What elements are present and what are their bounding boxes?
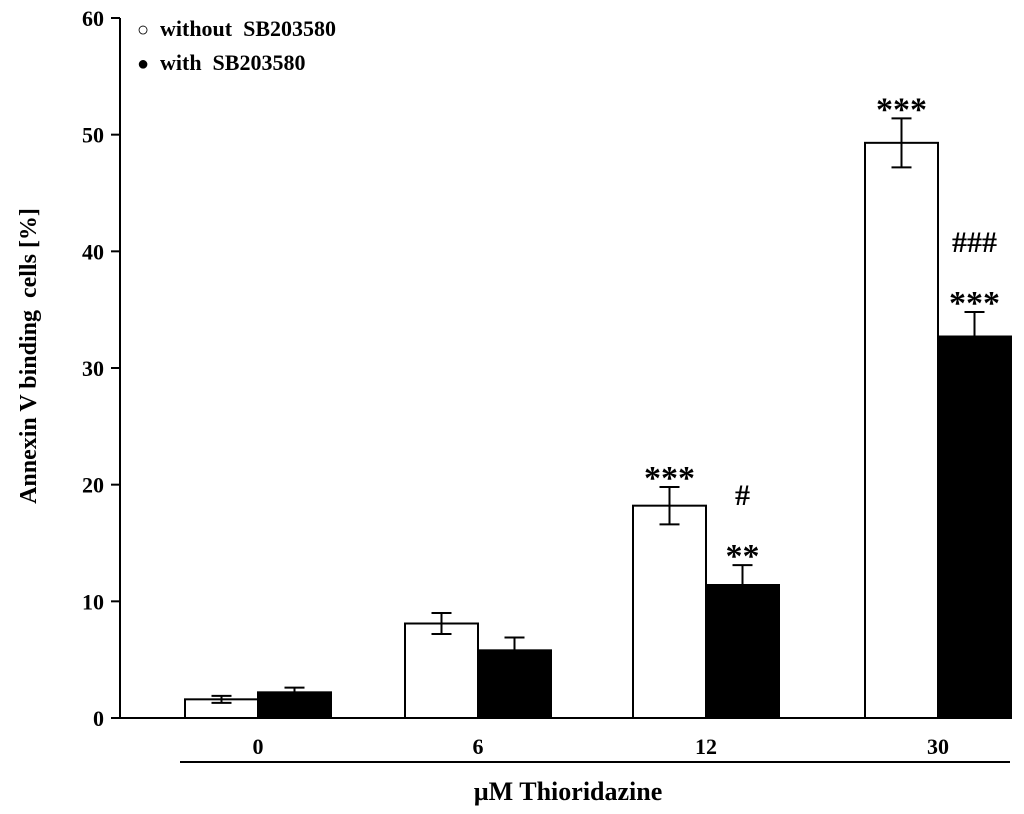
- significance-hash-with: ###: [952, 226, 997, 259]
- legend-marker-without: ○: [137, 19, 149, 41]
- legend: ○ without SB203580 ● with SB203580: [137, 16, 336, 75]
- bar-without: [864, 141, 939, 720]
- y-tick-label: 20: [82, 473, 104, 498]
- legend-marker-with: ●: [137, 53, 149, 75]
- legend-entry-without: ○ without SB203580: [137, 16, 336, 41]
- significance-stars-with: ***: [949, 285, 1000, 322]
- y-tick-label: 10: [82, 589, 104, 614]
- x-tick-label: 0: [253, 734, 264, 759]
- legend-label-with: with SB203580: [160, 50, 305, 75]
- y-axis-label: Annexin V binding cells [%]: [16, 208, 42, 504]
- x-tick-label: 6: [473, 734, 484, 759]
- x-axis-label: µM Thioridazine: [474, 777, 663, 806]
- y-tick-label: 30: [82, 356, 104, 381]
- x-tick-label: 12: [695, 734, 717, 759]
- legend-label-without: without SB203580: [160, 16, 336, 41]
- bar-without: [404, 622, 479, 719]
- significance-stars-without: ***: [644, 460, 695, 497]
- y-tick-label: 40: [82, 239, 104, 264]
- bar-without: [632, 504, 707, 719]
- significance-hash-with: #: [735, 479, 750, 512]
- bar-with: [937, 335, 1012, 719]
- y-tick-label: 50: [82, 123, 104, 148]
- bar-with: [257, 691, 332, 719]
- significance-stars-with: **: [726, 538, 760, 575]
- bar-with: [477, 649, 552, 719]
- y-tick-label: 60: [82, 6, 104, 31]
- x-tick-label: 30: [927, 734, 949, 759]
- legend-entry-with: ● with SB203580: [137, 50, 305, 75]
- bar-with: [705, 584, 780, 719]
- y-tick-label: 0: [93, 706, 104, 731]
- significance-stars-without: ***: [876, 91, 927, 128]
